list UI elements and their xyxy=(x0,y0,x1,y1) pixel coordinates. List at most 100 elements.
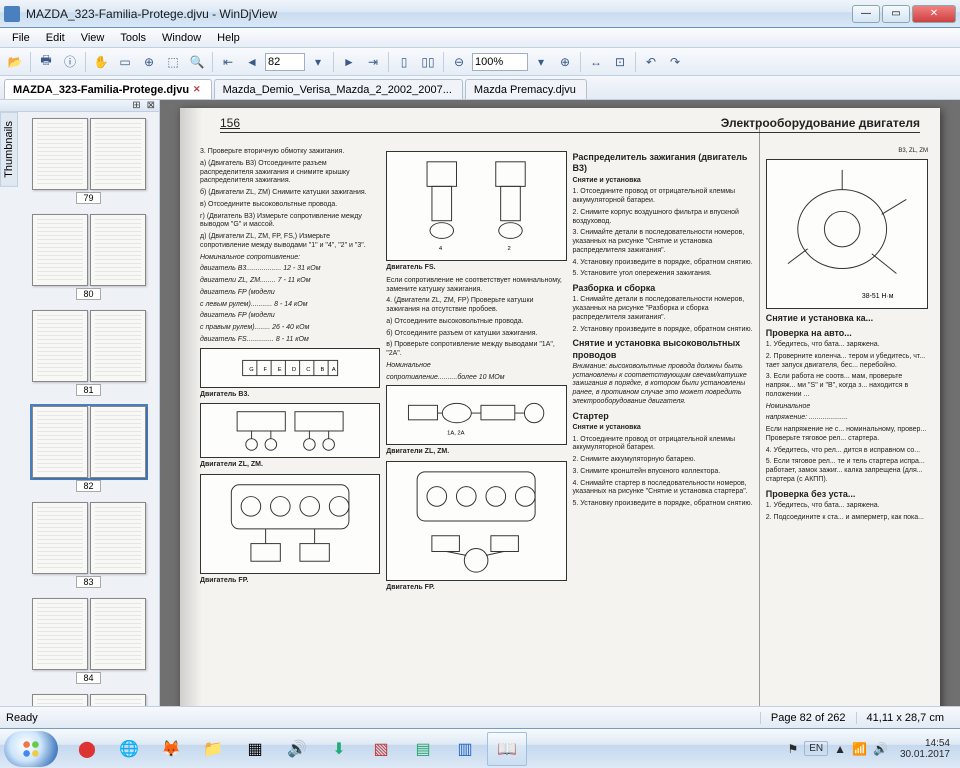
magnify-icon[interactable]: ⊕ xyxy=(138,51,160,73)
info-icon[interactable]: ⓘ xyxy=(59,51,81,73)
print-icon[interactable]: 🖶 xyxy=(35,51,57,73)
menubar: File Edit View Tools Window Help xyxy=(0,28,960,48)
diagram-coil-test-fp xyxy=(386,461,566,581)
menu-help[interactable]: Help xyxy=(209,30,248,46)
tab-close-icon[interactable]: ✕ xyxy=(193,84,201,95)
menu-view[interactable]: View xyxy=(73,30,113,46)
taskbar: ⬤ 🌐 🦊 📁 ▦ 🔊 ⬇ ▧ ▤ ▥ 📖 ⚑ EN ▲ 📶 🔊 14:54 3… xyxy=(0,728,960,768)
fit-width-icon[interactable]: ↔ xyxy=(585,51,607,73)
sidebar-header: ⊞ ⊠ xyxy=(0,100,159,112)
prev-page-icon[interactable]: ◄ xyxy=(241,51,263,73)
document-page: 156 Электрооборудование двигателя 3. Про… xyxy=(180,108,940,706)
svg-text:G: G xyxy=(249,366,253,372)
doc-column-2: 42 Двигатель FS. Если сопротивление не с… xyxy=(386,126,566,706)
svg-text:38-51 Н·м: 38-51 Н·м xyxy=(862,293,894,300)
tray-up-icon[interactable]: ▲ xyxy=(834,742,846,756)
system-tray: ⚑ EN ▲ 📶 🔊 14:54 30.01.2017 xyxy=(787,738,956,760)
taskbar-windjview-icon[interactable]: 📖 xyxy=(487,732,527,766)
thumbnail[interactable]: 81 xyxy=(29,310,149,396)
menu-edit[interactable]: Edit xyxy=(38,30,73,46)
menu-window[interactable]: Window xyxy=(154,30,209,46)
taskbar-opera-icon[interactable]: ⬤ xyxy=(67,732,107,766)
zoom-out-icon[interactable]: ⊖ xyxy=(448,51,470,73)
page-title: Электрооборудование двигателя xyxy=(721,116,920,130)
taskbar-chrome-icon[interactable]: 🌐 xyxy=(109,732,149,766)
taskbar-torrent-icon[interactable]: ⬇ xyxy=(319,732,359,766)
goto-icon[interactable]: ▾ xyxy=(307,51,329,73)
titlebar: MAZDA_323-Familia-Protege.djvu - WinDjVi… xyxy=(0,0,960,28)
tab-label: Mazda Premacy.djvu xyxy=(474,84,576,96)
svg-text:D: D xyxy=(292,366,296,372)
sidebar-close-icon[interactable]: ⊠ xyxy=(147,100,155,111)
thumbnail[interactable]: 82 xyxy=(29,406,149,492)
start-button[interactable] xyxy=(4,731,58,767)
thumbnail[interactable]: 79 xyxy=(29,118,149,204)
maximize-button[interactable]: ▭ xyxy=(882,5,910,23)
tray-flag-icon[interactable]: ⚑ xyxy=(787,742,798,756)
next-page-icon[interactable]: ► xyxy=(338,51,360,73)
open-icon[interactable]: 📂 xyxy=(4,51,26,73)
zoom-input[interactable] xyxy=(472,53,528,71)
svg-text:A: A xyxy=(332,366,336,372)
taskbar-firefox-icon[interactable]: 🦊 xyxy=(151,732,191,766)
last-page-icon[interactable]: ⇥ xyxy=(362,51,384,73)
tab-document-3[interactable]: Mazda Premacy.djvu xyxy=(465,79,587,99)
thumbnail[interactable]: 80 xyxy=(29,214,149,300)
layout-facing-icon[interactable]: ▯▯ xyxy=(417,51,439,73)
zoom-dropdown-icon[interactable]: ▾ xyxy=(530,51,552,73)
tab-document-2[interactable]: Mazda_Demio_Verisa_Mazda_2_2002_2007... xyxy=(214,79,463,99)
thumbnail[interactable]: 85 xyxy=(29,694,149,706)
status-size: 41,11 x 28,7 cm xyxy=(856,712,954,724)
tray-language[interactable]: EN xyxy=(804,741,828,756)
svg-text:1A, 2A: 1A, 2A xyxy=(447,431,465,437)
page-number: 156 xyxy=(220,116,240,130)
tabbar: MAZDA_323-Familia-Protege.djvu ✕ Mazda_D… xyxy=(0,76,960,100)
thumbnail[interactable]: 83 xyxy=(29,502,149,588)
tray-volume-icon[interactable]: 🔊 xyxy=(873,742,888,756)
taskbar-app-icon[interactable]: ▦ xyxy=(235,732,275,766)
document-viewport[interactable]: 156 Электрооборудование двигателя 3. Про… xyxy=(160,100,960,706)
tab-label: Mazda_Demio_Verisa_Mazda_2_2002_2007... xyxy=(223,84,452,96)
tray-network-icon[interactable]: 📶 xyxy=(852,742,867,756)
first-page-icon[interactable]: ⇤ xyxy=(217,51,239,73)
select-icon[interactable]: ▭ xyxy=(114,51,136,73)
rotate-right-icon[interactable]: ↷ xyxy=(664,51,686,73)
taskbar-aimp-icon[interactable]: 🔊 xyxy=(277,732,317,766)
minimize-button[interactable]: — xyxy=(852,5,880,23)
doc-column-4: B3, ZL, ZM 38-51 Н·м Снятие и установка … xyxy=(759,126,928,706)
search-icon[interactable]: 🔍 xyxy=(186,51,208,73)
diagram-coil-fs: 42 xyxy=(386,151,566,261)
rotate-left-icon[interactable]: ↶ xyxy=(640,51,662,73)
thumbnail[interactable]: 84 xyxy=(29,598,149,684)
status-pages: Page 82 of 262 xyxy=(760,712,856,724)
tab-label: MAZDA_323-Familia-Protege.djvu xyxy=(13,84,189,96)
sidebar-tab-thumbnails[interactable]: Thumbnails xyxy=(0,112,18,187)
tab-document-1[interactable]: MAZDA_323-Familia-Protege.djvu ✕ xyxy=(4,79,212,99)
zoom-in-icon[interactable]: ⊕ xyxy=(554,51,576,73)
svg-text:F: F xyxy=(264,366,268,372)
hand-icon[interactable]: ✋ xyxy=(90,51,112,73)
svg-text:E: E xyxy=(278,366,282,372)
fit-page-icon[interactable]: ⊡ xyxy=(609,51,631,73)
layout-single-icon[interactable]: ▯ xyxy=(393,51,415,73)
sidebar-pin-icon[interactable]: ⊞ xyxy=(132,100,140,111)
taskbar-word-icon[interactable]: ▥ xyxy=(445,732,485,766)
diagram-coil-test-zl: 1A, 2A xyxy=(386,385,566,445)
taskbar-excel-icon[interactable]: ▤ xyxy=(403,732,443,766)
taskbar-pdf-icon[interactable]: ▧ xyxy=(361,732,401,766)
tray-clock[interactable]: 14:54 30.01.2017 xyxy=(894,738,956,760)
diagram-distributor: 38-51 Н·м xyxy=(766,159,928,309)
thumbnail-list[interactable]: 79 80 81 82 83 84 85 xyxy=(18,112,159,706)
doc-column-3: Распределитель зажигания (двигатель B3) … xyxy=(573,126,753,706)
diagram-connector-zl-zm xyxy=(200,403,380,458)
app-icon xyxy=(4,6,20,22)
menu-file[interactable]: File xyxy=(4,30,38,46)
close-button[interactable]: ✕ xyxy=(912,5,956,23)
page-input[interactable] xyxy=(265,53,305,71)
statusbar: Ready Page 82 of 262 41,11 x 28,7 cm xyxy=(0,706,960,728)
sidebar: ⊞ ⊠ Thumbnails 79 80 81 82 83 84 85 xyxy=(0,100,160,706)
taskbar-explorer-icon[interactable]: 📁 xyxy=(193,732,233,766)
toolbar: 📂 🖶 ⓘ ✋ ▭ ⊕ ⬚ 🔍 ⇤ ◄ ▾ ► ⇥ ▯ ▯▯ ⊖ ▾ ⊕ ↔ ⊡… xyxy=(0,48,960,76)
menu-tools[interactable]: Tools xyxy=(112,30,154,46)
marquee-icon[interactable]: ⬚ xyxy=(162,51,184,73)
